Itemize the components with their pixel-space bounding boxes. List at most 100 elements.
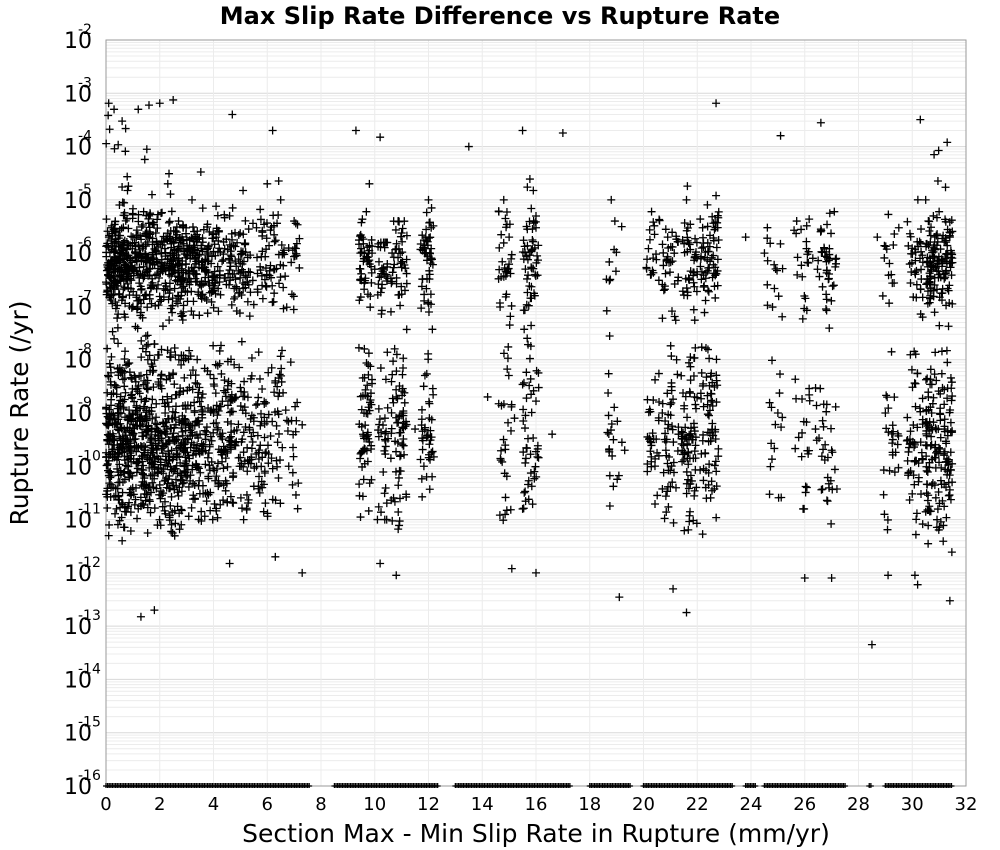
data-point: [558, 128, 567, 137]
data-point: [155, 99, 164, 108]
data-point: [244, 267, 253, 276]
data-point: [267, 454, 276, 463]
data-point: [167, 207, 176, 216]
data-point: [156, 374, 165, 383]
data-point: [102, 420, 111, 429]
data-point: [231, 441, 240, 450]
data-point: [102, 215, 111, 224]
data-point: [295, 263, 304, 272]
data-point: [125, 358, 134, 367]
data-point: [213, 459, 222, 468]
data-point: [254, 484, 263, 493]
data-point: [398, 440, 407, 449]
data-point: [808, 254, 817, 263]
data-point: [183, 386, 192, 395]
data-point: [165, 316, 174, 325]
data-point: [105, 272, 114, 281]
data-point: [185, 423, 194, 432]
data-point: [240, 457, 249, 466]
data-point: [186, 476, 195, 485]
data-point: [132, 468, 141, 477]
data-point: [259, 507, 268, 516]
data-point: [209, 283, 218, 292]
y-tick-exponent: -10: [78, 448, 101, 464]
x-tick-label: 10: [363, 794, 386, 815]
data-point: [380, 435, 389, 444]
data-point: [123, 263, 132, 272]
data-point: [212, 472, 221, 481]
data-point: [191, 277, 200, 286]
data-point: [118, 442, 127, 451]
data-point: [247, 353, 256, 362]
data-point: [258, 294, 267, 303]
zero-rate-point: [842, 783, 849, 788]
data-point: [203, 220, 212, 229]
data-point: [148, 478, 157, 487]
data-point: [104, 456, 113, 465]
data-point: [356, 249, 365, 258]
data-point: [209, 303, 218, 312]
data-point: [252, 462, 261, 471]
data-point: [143, 331, 152, 340]
data-point: [363, 290, 372, 299]
data-point: [156, 428, 165, 437]
data-point: [620, 446, 629, 455]
data-point: [153, 224, 162, 233]
data-point: [210, 466, 219, 475]
data-point: [135, 389, 144, 398]
data-point: [176, 280, 185, 289]
data-point: [160, 497, 169, 506]
data-point: [615, 593, 624, 602]
data-point: [227, 419, 236, 428]
data-point: [105, 520, 114, 529]
data-point: [198, 390, 207, 399]
data-point: [276, 273, 285, 282]
data-point: [173, 299, 182, 308]
data-point: [141, 443, 150, 452]
data-point: [104, 471, 113, 480]
data-point: [195, 420, 204, 429]
data-point: [193, 235, 202, 244]
data-point: [218, 457, 227, 466]
data-point: [209, 407, 218, 416]
data-point: [110, 380, 119, 389]
data-point: [380, 269, 389, 278]
data-point: [170, 423, 179, 432]
data-point: [133, 464, 142, 473]
data-point: [189, 491, 198, 500]
data-point: [532, 568, 540, 577]
data-point: [365, 179, 374, 188]
data-point: [164, 447, 173, 456]
data-point: [125, 423, 134, 432]
data-point: [167, 527, 176, 536]
data-point: [174, 242, 183, 251]
data-point: [380, 446, 389, 455]
data-point: [367, 278, 376, 287]
data-point: [221, 486, 230, 495]
data-markers: [102, 95, 957, 649]
data-point: [363, 381, 372, 390]
data-point: [238, 435, 247, 444]
data-point: [811, 425, 820, 434]
data-point: [148, 470, 157, 479]
data-point: [268, 281, 277, 290]
data-point: [921, 195, 930, 204]
data-point: [184, 274, 193, 283]
data-point: [374, 426, 383, 435]
data-point: [124, 272, 133, 281]
data-point: [120, 395, 129, 404]
data-point: [152, 424, 161, 433]
data-point: [241, 216, 250, 225]
data-point: [212, 418, 221, 427]
data-point: [389, 398, 398, 407]
data-point: [168, 301, 177, 310]
data-point: [134, 458, 143, 467]
data-point: [171, 351, 180, 360]
data-point: [289, 430, 298, 439]
data-point: [150, 504, 159, 513]
data-point: [253, 253, 262, 262]
data-point: [399, 354, 408, 363]
data-point: [188, 223, 197, 232]
data-point: [137, 412, 146, 421]
data-point: [169, 238, 178, 247]
